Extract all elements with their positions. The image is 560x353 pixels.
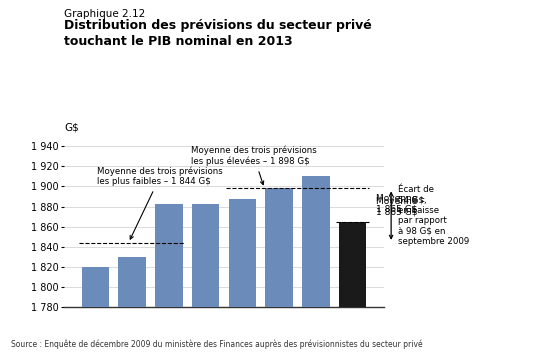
Bar (118, 257, 146, 307)
Bar (155, 204, 183, 307)
Bar (339, 222, 366, 307)
Text: Moyenne des trois prévisions
les plus faibles – 1 844 G$: Moyenne des trois prévisions les plus fa… (97, 167, 223, 239)
Text: Moyenne –
1 865 G$: Moyenne – 1 865 G$ (376, 197, 425, 217)
Bar (192, 204, 220, 307)
Text: Écart de
54 G$,
en baisse
par rapport
à 98 G$ en
septembre 2009: Écart de 54 G$, en baisse par rapport à … (398, 185, 469, 246)
Text: Moyenne –
1 865 G$: Moyenne – 1 865 G$ (376, 194, 425, 214)
Text: Moyenne des trois prévisions
les plus élevées – 1 898 G$: Moyenne des trois prévisions les plus él… (191, 146, 317, 185)
Text: Graphique 2.12: Graphique 2.12 (64, 9, 146, 19)
Text: Distribution des prévisions du secteur privé
touchant le PIB nominal en 2013: Distribution des prévisions du secteur p… (64, 19, 372, 48)
Bar (265, 189, 293, 307)
Bar (302, 176, 330, 307)
Text: Source : Enquête de décembre 2009 du ministère des Finances auprès des prévision: Source : Enquête de décembre 2009 du min… (11, 340, 423, 349)
Text: G$: G$ (64, 122, 79, 132)
Bar (82, 267, 109, 307)
Bar (228, 198, 256, 307)
